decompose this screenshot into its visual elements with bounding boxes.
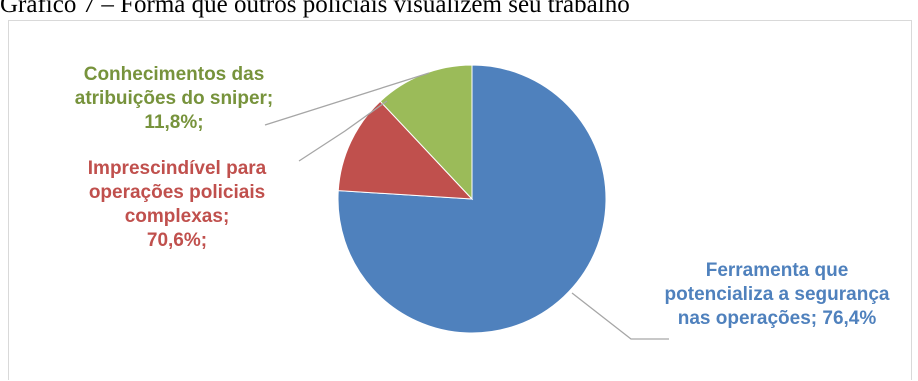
- pie-slice-imprescindivel: [337, 100, 474, 200]
- slice-label-imprescindivel: Imprescindível para operações policiais …: [87, 158, 267, 251]
- chart-area: Ferramenta que potencializa a segurança …: [8, 20, 912, 380]
- slice-label-conhecimentos: Conhecimentos das atribuições do sniper;…: [74, 64, 274, 133]
- chart-caption: Gráfico 7 – Forma que outros policiais v…: [0, 0, 630, 18]
- leader-line-ferramenta: [571, 292, 669, 340]
- leader-line-conhecimentos: [264, 72, 430, 126]
- pie-chart: [264, 64, 669, 340]
- slice-label-ferramenta: Ferramenta que potencializa a segurança …: [664, 260, 890, 329]
- leader-line-imprescindivel: [298, 100, 388, 162]
